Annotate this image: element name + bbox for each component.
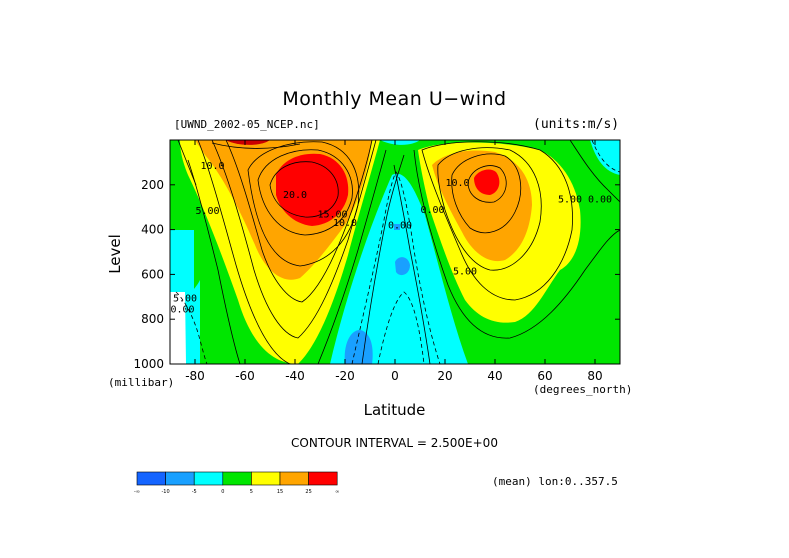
colorbar-tick-label: 15 <box>277 489 283 495</box>
contour-line-south-1 <box>269 161 339 218</box>
colorbar-tick-label: -∞ <box>134 489 140 495</box>
contour-label: 20.0 <box>283 190 307 201</box>
contour-line-polar-1 <box>569 140 620 203</box>
y-tick-label: 1000 <box>133 357 164 371</box>
x-tick-label: 20 <box>437 369 452 383</box>
contour-label: 0.00 <box>388 220 412 231</box>
contour-fill-cyan-polar-top <box>380 140 420 145</box>
contour-label: 10.0 <box>333 218 357 229</box>
colorbar-tick-label: 0 <box>221 489 224 495</box>
colorbar-swatch <box>136 471 166 486</box>
x-axis-unit: (degrees_north) <box>533 383 633 396</box>
dataset-label: [UWND_2002-05_NCEP.nc] <box>174 118 320 131</box>
x-tick-label: -80 <box>185 369 205 383</box>
colorbar-tick-label: 5 <box>250 489 253 495</box>
colorbar-swatch <box>165 471 195 486</box>
contour-label: 10.0 <box>200 161 224 172</box>
contour-line-north-5 <box>413 149 620 339</box>
contour-fill-layer <box>170 140 620 364</box>
contour-label: 5.00 <box>453 266 477 277</box>
y-tick-label: 600 <box>141 267 164 281</box>
contour-interval-note: CONTOUR INTERVAL = 2.500E+00 <box>291 436 498 450</box>
units-label: (units:m/s) <box>533 117 620 132</box>
contour-line-north-1 <box>467 165 507 203</box>
contour-line-south-4 <box>225 140 373 303</box>
contour-line-north-2 <box>451 153 522 234</box>
contour-line-north-3 <box>437 147 542 271</box>
x-tick-label: 40 <box>487 369 502 383</box>
contour-line-south-2 <box>257 149 353 236</box>
x-axis-label: Latitude <box>363 401 426 419</box>
contour-fill-blue-dot <box>394 224 400 230</box>
contour-label-layer: 10.05.0020.015.0010.05.000.000.0010.05.0… <box>170 161 612 315</box>
averaging-note: (mean) lon:0..357.5 <box>492 475 618 488</box>
contour-fill-red-north <box>474 169 500 195</box>
chart-title: Monthly Mean U−wind <box>282 88 507 110</box>
colorbar: -∞ -10 -5 0 5 15 25 ∞ <box>134 471 339 495</box>
contour-line-north-6 <box>393 164 431 364</box>
contour-line-dashed-4 <box>591 140 620 173</box>
contour-fill-white-gap <box>170 292 186 364</box>
colorbar-swatch <box>251 471 281 486</box>
contour-line-south-8 <box>361 154 405 364</box>
x-tick-label: -40 <box>285 369 305 383</box>
contour-fill-blue-patch <box>395 257 410 276</box>
x-tick-label: -60 <box>235 369 255 383</box>
contour-label: 0.00 <box>588 195 612 206</box>
contour-line-south-7 <box>187 159 241 364</box>
y-tick-label: 400 <box>141 223 164 237</box>
colorbar-end-label: ∞ <box>335 489 339 495</box>
contour-line-north-4 <box>421 141 573 301</box>
contour-label: 10.0 <box>445 178 469 189</box>
contour-line-south-6 <box>197 140 291 364</box>
contour-line-polar-2 <box>177 140 197 186</box>
contour-label: 0.00 <box>420 205 444 216</box>
colorbar-tick-label: -5 <box>192 489 197 495</box>
contour-line-dashed-1 <box>351 171 441 364</box>
contour-label: 0.00 <box>170 304 194 315</box>
colorbar-swatch <box>279 471 309 486</box>
colorbar-swatch <box>308 471 338 486</box>
contour-line-dashed-2 <box>377 291 425 364</box>
contour-line-south-9 <box>317 149 387 364</box>
colorbar-tick-label: 25 <box>305 489 311 495</box>
y-axis-unit: (millibar) <box>108 376 175 389</box>
contour-label: 15.00 <box>317 209 347 220</box>
contour-fill-red-top <box>225 140 270 145</box>
x-tick-label: 60 <box>537 369 552 383</box>
contour-label: 5.00 <box>558 195 582 206</box>
contour-label: 5.00 <box>173 293 197 304</box>
contour-fill-orange-north <box>432 150 532 262</box>
axis-layer: -80 -60 -40 -20 0 20 40 60 80 200 400 600 800 1000 <box>133 140 620 383</box>
contour-line-south-5 <box>211 140 377 339</box>
contour-label: 5.00 <box>195 206 219 217</box>
colorbar-swatch <box>193 471 224 486</box>
colorbar-tick-label: -10 <box>162 489 170 495</box>
contour-line-layer <box>175 140 620 364</box>
contour-line-top-1 <box>211 142 301 149</box>
x-tick-label: 0 <box>391 369 399 383</box>
colorbar-swatch <box>222 471 252 486</box>
x-tick-label: 80 <box>587 369 602 383</box>
y-tick-label: 800 <box>141 312 164 326</box>
y-tick-label: 200 <box>141 178 164 192</box>
contour-fill-cyan-north-polar <box>590 140 620 175</box>
x-tick-label: -20 <box>335 369 355 383</box>
